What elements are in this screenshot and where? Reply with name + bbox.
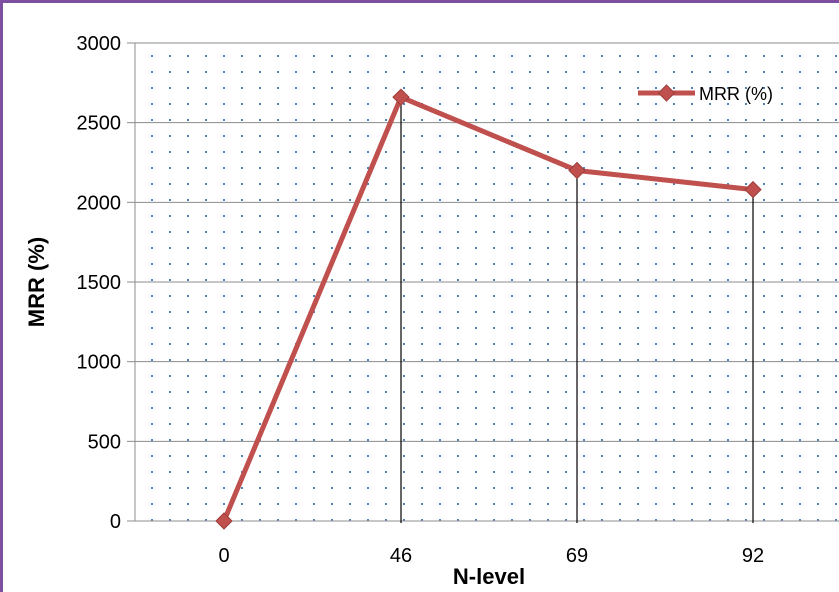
- series-line: [221, 94, 756, 524]
- data-point-marker: [392, 88, 410, 106]
- y-tick-label: 1500: [77, 272, 122, 294]
- x-tick-label: 0: [218, 545, 229, 567]
- y-tick-label: 2000: [77, 192, 122, 214]
- series-layer: [215, 88, 762, 530]
- y-tick-label: 500: [88, 431, 121, 453]
- legend-swatch-marker: [657, 84, 676, 102]
- x-tick-label: 46: [390, 545, 412, 567]
- y-axis-title: MRR (%): [24, 237, 49, 327]
- data-point-marker: [215, 512, 233, 530]
- legend: MRR (%): [638, 84, 773, 104]
- data-point-marker: [744, 180, 762, 199]
- legend-label: MRR (%): [699, 84, 773, 104]
- y-tick-label: 3000: [77, 33, 122, 55]
- x-tick-label: 92: [742, 545, 764, 567]
- y-tick-label: 2500: [77, 113, 122, 135]
- x-axis-title: N-level: [453, 564, 525, 589]
- x-axis: 0 46 69 92: [218, 545, 764, 567]
- x-tick-label: 69: [566, 545, 588, 567]
- y-tick-label: 0: [110, 511, 121, 533]
- data-point-marker: [568, 161, 586, 180]
- drop-lines: [400, 97, 754, 523]
- y-axis: 0 500 1000 1500 2000 2500 3000: [77, 33, 136, 533]
- grid-lines: [135, 42, 839, 522]
- y-tick-label: 1000: [77, 352, 122, 374]
